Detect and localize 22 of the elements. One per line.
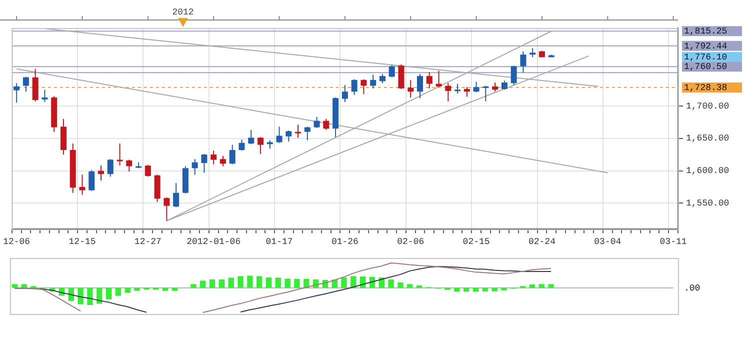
- y-tick-label: 1,550.00: [686, 198, 730, 209]
- x-tick-label: 03-04: [594, 236, 622, 247]
- ref-line-label: 1,815.25: [684, 26, 728, 36]
- text: 1,776.10: [684, 52, 728, 62]
- ref-line-label: 1,728.38: [684, 82, 728, 93]
- x-tick-label: 02-24: [528, 236, 556, 247]
- x-tick-label: 12-06: [3, 236, 30, 247]
- x-tick-label: 01-26: [331, 236, 358, 247]
- y-tick-label: 1,650.00: [686, 134, 730, 144]
- text: 2012: [172, 7, 194, 18]
- ref-line-label: 1,760.50: [684, 62, 728, 72]
- x-tick-label: 03-11: [660, 236, 687, 247]
- x-tick-label: 02-06: [397, 236, 424, 247]
- x-tick-label: 01-17: [266, 236, 293, 247]
- x-tick-label: 12-15: [68, 236, 96, 247]
- ref-line-label: 1,792.44: [684, 41, 728, 52]
- y-tick-label: 1,600.00: [686, 166, 730, 176]
- x-tick-label: 02-15: [462, 236, 490, 247]
- y-tick-label: 1,700.00: [686, 101, 730, 112]
- x-tick-label: 2012-01-06: [186, 236, 241, 247]
- text: .00: [684, 283, 700, 294]
- x-tick-label: 12-27: [134, 236, 162, 247]
